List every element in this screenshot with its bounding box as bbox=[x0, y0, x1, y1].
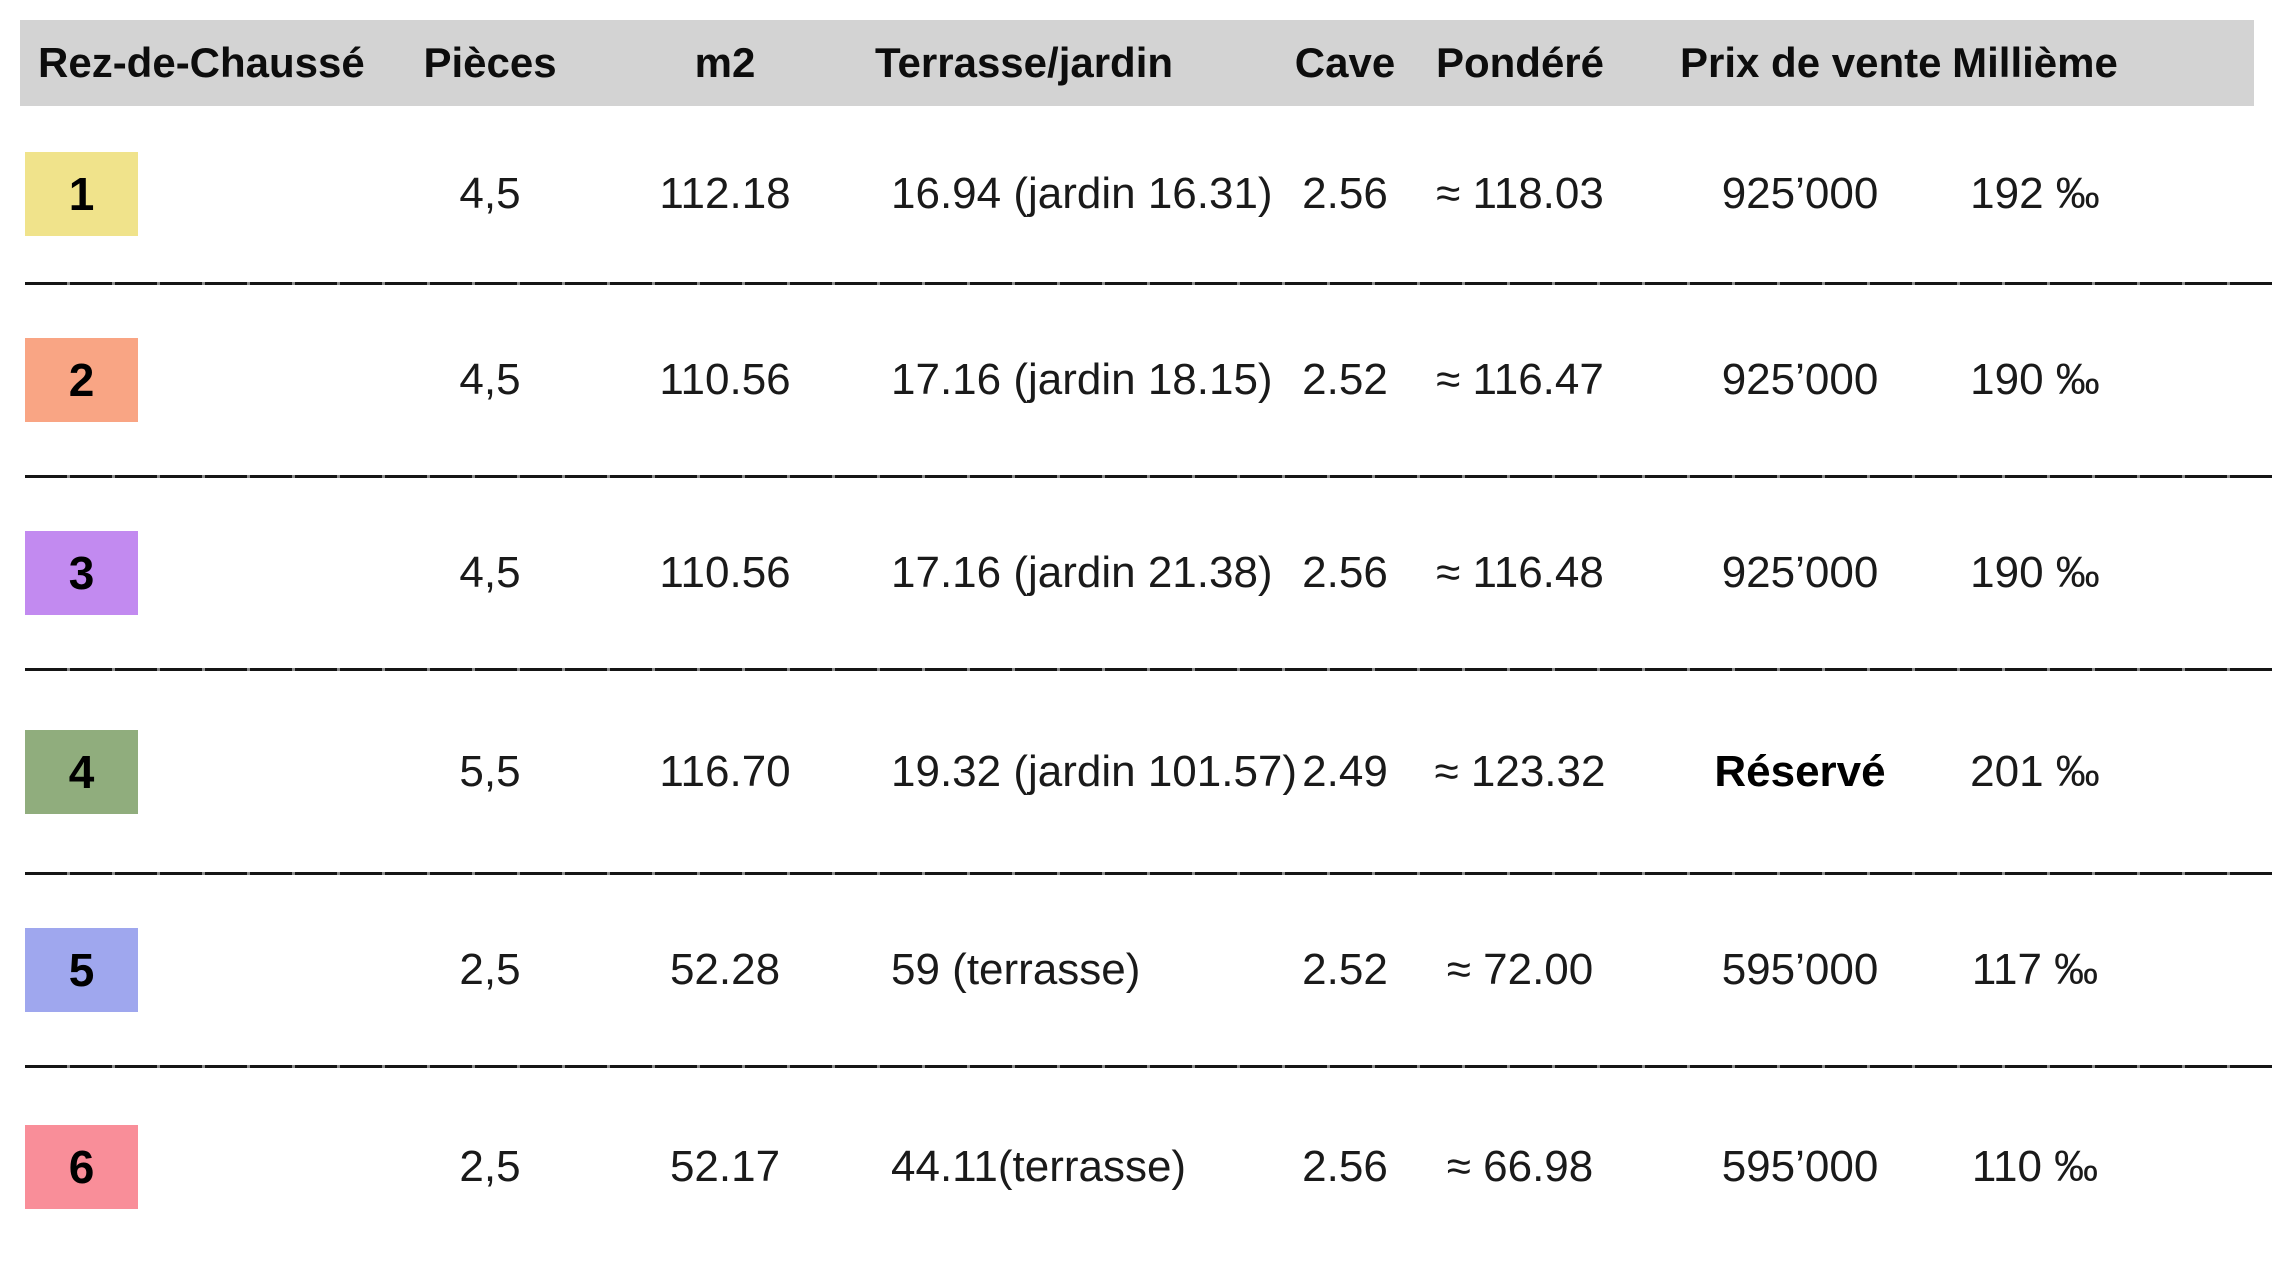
unit-badge: 4 bbox=[25, 729, 138, 814]
header-millieme: Millième bbox=[1952, 39, 2118, 86]
cell-m2: 116.70 bbox=[659, 746, 791, 796]
header-pondere: Pondéré bbox=[1435, 39, 1605, 86]
table-row: 5 2,5 52.28 59 (terrasse) 2.52 ≈ 72.00 5… bbox=[0, 875, 2282, 1065]
cell-cave: 2.49 bbox=[1302, 746, 1388, 796]
unit-number: 2 bbox=[68, 354, 95, 406]
cell-pieces: 2,5 bbox=[459, 1142, 521, 1191]
header-cave: Cave bbox=[1294, 39, 1396, 86]
table-row: 2 4,5 110.56 17.16 (jardin 18.15) 2.52 ≈… bbox=[0, 285, 2282, 475]
cell-m2: 52.28 bbox=[669, 945, 781, 994]
header-rez-de-chausse: Rez-de-Chaussé bbox=[38, 39, 365, 86]
cell-terrasse-jardin: 44.11(terrasse) bbox=[891, 1142, 1187, 1191]
cell-millieme: 192 ‰ bbox=[1970, 169, 2100, 218]
cell-m2: 112.18 bbox=[659, 169, 791, 218]
cell-m2: 110.56 bbox=[659, 548, 791, 597]
cell-pondere: ≈ 72.00 bbox=[1446, 945, 1594, 994]
cell-cave: 2.52 bbox=[1302, 945, 1388, 994]
cell-cave: 2.56 bbox=[1302, 169, 1388, 218]
cell-pieces: 5,5 bbox=[459, 746, 521, 796]
cell-millieme: 190 ‰ bbox=[1970, 548, 2100, 597]
cell-pondere: ≈ 118.03 bbox=[1436, 169, 1604, 218]
row-separator bbox=[25, 282, 2272, 285]
cell-pondere: ≈ 116.48 bbox=[1436, 548, 1604, 597]
table-row: 4 5,5 116.70 19.32 (jardin 101.57) 2.49 … bbox=[0, 671, 2282, 872]
cell-millieme: 110 ‰ bbox=[1971, 1142, 2099, 1191]
cell-m2: 110.56 bbox=[659, 355, 791, 404]
table-row: 1 4,5 112.18 16.94 (jardin 16.31) 2.56 ≈… bbox=[0, 106, 2282, 282]
unit-badge: 1 bbox=[25, 152, 138, 236]
row-separator bbox=[25, 1065, 2272, 1068]
cell-pieces: 4,5 bbox=[459, 355, 521, 404]
cell-m2: 52.17 bbox=[669, 1142, 781, 1191]
header-m2: m2 bbox=[694, 39, 756, 86]
unit-badge: 2 bbox=[25, 338, 138, 422]
header-prix-de-vente: Prix de vente bbox=[1680, 39, 1942, 86]
table-header: Rez-de-Chaussé Pièces m2 Terrasse/jardin… bbox=[0, 20, 2282, 106]
row-separator bbox=[25, 872, 2272, 875]
unit-badge: 5 bbox=[25, 928, 138, 1012]
cell-pieces: 2,5 bbox=[459, 945, 521, 994]
cell-terrasse-jardin: 16.94 (jardin 16.31) bbox=[891, 169, 1273, 218]
cell-pondere: ≈ 123.32 bbox=[1434, 746, 1606, 796]
cell-pondere: ≈ 116.47 bbox=[1436, 355, 1604, 404]
unit-badge: 3 bbox=[25, 531, 138, 615]
cell-prix-de-vente-reserved: Réservé bbox=[1714, 746, 1886, 796]
unit-number: 6 bbox=[68, 1141, 95, 1193]
cell-prix-de-vente: 925’000 bbox=[1721, 169, 1879, 218]
cell-terrasse-jardin: 17.16 (jardin 18.15) bbox=[891, 355, 1273, 404]
cell-terrasse-jardin: 19.32 (jardin 101.57) bbox=[891, 746, 1298, 796]
cell-pieces: 4,5 bbox=[459, 169, 521, 218]
row-separator bbox=[25, 668, 2272, 671]
cell-prix-de-vente: 595’000 bbox=[1721, 1142, 1879, 1191]
cell-prix-de-vente: 925’000 bbox=[1721, 548, 1879, 597]
cell-pieces: 4,5 bbox=[459, 548, 521, 597]
unit-number: 4 bbox=[68, 745, 95, 798]
header-pieces: Pièces bbox=[423, 39, 557, 86]
unit-badge: 6 bbox=[25, 1125, 138, 1209]
cell-terrasse-jardin: 17.16 (jardin 21.38) bbox=[891, 548, 1273, 597]
table-row: 3 4,5 110.56 17.16 (jardin 21.38) 2.56 ≈… bbox=[0, 478, 2282, 668]
header-background bbox=[20, 20, 2254, 106]
cell-cave: 2.56 bbox=[1302, 1142, 1388, 1191]
cell-cave: 2.52 bbox=[1302, 355, 1388, 404]
cell-prix-de-vente: 595’000 bbox=[1721, 945, 1879, 994]
cell-terrasse-jardin: 59 (terrasse) bbox=[891, 945, 1141, 994]
cell-pondere: ≈ 66.98 bbox=[1446, 1142, 1594, 1191]
cell-prix-de-vente: 925’000 bbox=[1721, 355, 1879, 404]
unit-number: 5 bbox=[68, 944, 95, 996]
cell-millieme: 117 ‰ bbox=[1971, 945, 2099, 994]
row-separator bbox=[25, 475, 2272, 478]
cell-millieme: 201 ‰ bbox=[1970, 746, 2100, 796]
unit-number: 1 bbox=[68, 168, 95, 220]
unit-number: 3 bbox=[68, 547, 95, 599]
cell-cave: 2.56 bbox=[1302, 548, 1388, 597]
cell-millieme: 190 ‰ bbox=[1970, 355, 2100, 404]
table-row: 6 2,5 52.17 44.11(terrasse) 2.56 ≈ 66.98… bbox=[0, 1068, 2282, 1266]
header-terrasse-jardin: Terrasse/jardin bbox=[875, 39, 1174, 86]
